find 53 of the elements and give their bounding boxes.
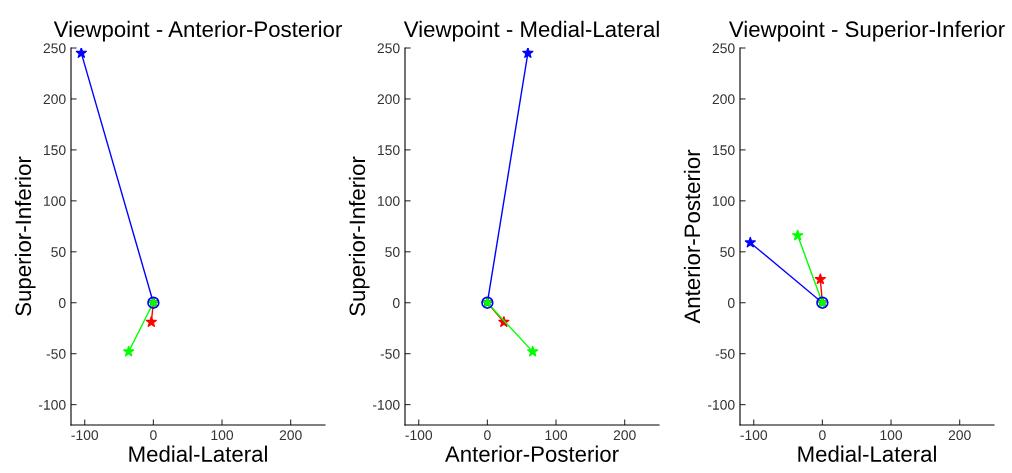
x-tick-label: 200 [279,430,302,441]
y-axis-title: Superior-Inferior [348,156,370,316]
x-axis-title: Medial-Lateral [129,445,267,462]
y-tick-label: 0 [58,298,66,308]
y-tick-label: 150 [44,145,66,156]
y-tick-label: 50 [720,247,735,257]
y-tick-label: -50 [715,349,735,359]
x-tick-label: 200 [948,430,971,441]
x-axis-title: Medial-Lateral [798,445,936,462]
x-tick-label: 0 [150,430,157,441]
y-tick-label: 50 [385,247,400,257]
y-tick-label: 250 [43,43,66,54]
y-tick-label: 150 [713,145,735,156]
chart-title: Viewpoint - Anterior-Posterior [53,20,342,42]
x-tick-label: -100 [405,430,433,441]
y-tick-label: 100 [713,196,735,207]
y-tick-label: -100 [38,399,66,410]
point [814,273,827,285]
x-tick-label: 100 [211,430,234,441]
y-tick-label: -100 [372,399,400,410]
y-tick-label: -100 [707,399,735,410]
x-tick-label: 0 [819,430,826,441]
y-tick-label: -50 [380,349,400,359]
x-tick-label: -100 [71,430,99,441]
y-tick-label: 50 [51,247,66,257]
point [145,315,158,328]
y-axis-title: Anterior-Posterior [683,149,701,324]
y-axis-title: Superior-Inferior [14,156,36,316]
point [526,345,539,357]
x-axis-title: Anterior-Posterior [444,445,619,462]
point [744,236,757,248]
y-tick-label: 100 [378,196,400,207]
point [75,48,88,59]
x-tick-label: 100 [545,430,568,441]
y-tick-label: 250 [377,43,400,54]
y-tick-label: 200 [377,94,400,105]
x-tick-label: 100 [880,430,903,441]
x-tick-label: -100 [740,430,768,441]
y-tick-label: 150 [378,145,400,156]
y-tick-label: 250 [712,43,735,54]
y-tick-label: 200 [43,94,66,105]
chart-title: Viewpoint - Superior-Inferior [728,20,1005,42]
y-tick-label: 0 [392,298,400,308]
chart-title: Viewpoint - Medial-Lateral [403,20,659,42]
y-tick-label: 0 [727,298,735,308]
x-tick-label: 0 [484,430,491,441]
point [791,229,804,241]
y-tick-label: 200 [712,94,735,105]
point [522,48,534,59]
x-tick-label: 200 [613,430,636,441]
point [122,345,135,357]
y-tick-label: 100 [44,196,66,207]
y-tick-label: -50 [46,349,66,359]
